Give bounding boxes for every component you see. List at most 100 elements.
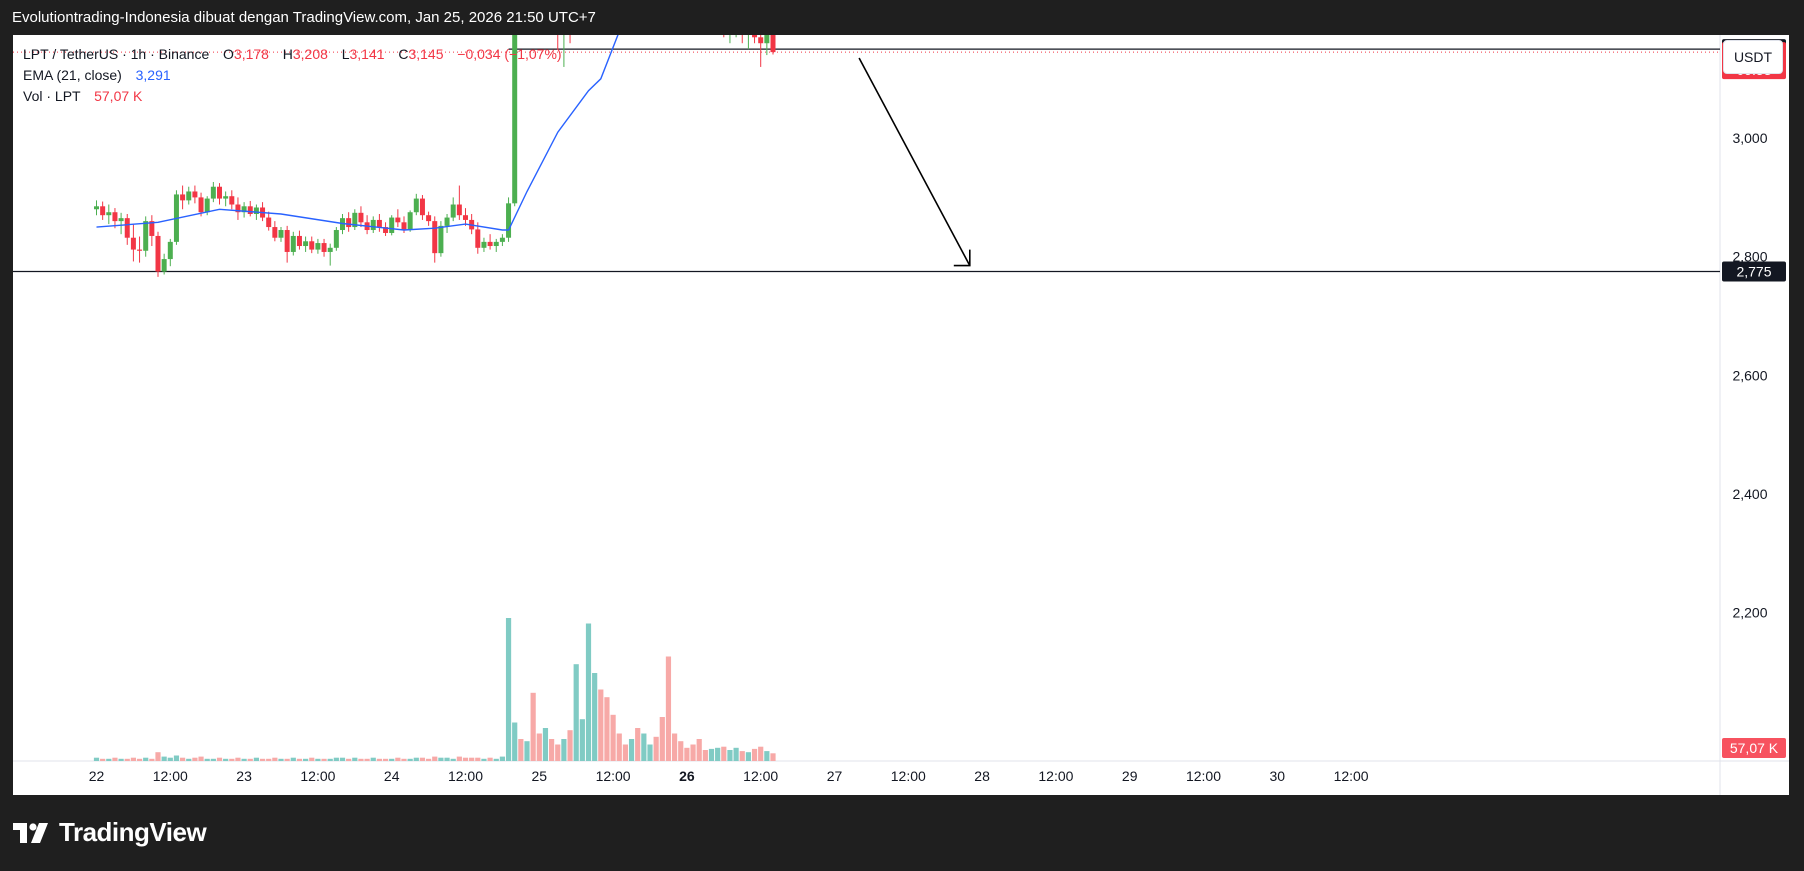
volume-bar xyxy=(708,748,715,761)
x-tick-label: 12:00 xyxy=(1186,768,1221,784)
candle-body xyxy=(438,225,444,254)
volume-bar xyxy=(309,757,315,761)
candle-body xyxy=(186,191,192,201)
candle-body xyxy=(432,221,438,254)
volume-bar xyxy=(438,757,444,761)
chart-frame[interactable]: 2,2002,4002,6002,8003,0003,2003,4003,600… xyxy=(13,35,1789,795)
plot-background xyxy=(13,35,1789,795)
y-tick-label: 2,400 xyxy=(1732,486,1767,502)
volume-bar xyxy=(315,758,321,761)
candle-body xyxy=(413,198,419,213)
legend-low: 3,141 xyxy=(349,46,385,62)
candle-body xyxy=(247,206,253,215)
legend-close-label: C xyxy=(398,46,409,62)
candle-body xyxy=(419,198,425,216)
volume-bar xyxy=(549,739,555,761)
volume-bar xyxy=(198,756,204,761)
volume-bar xyxy=(339,757,346,761)
x-tick-label: 30 xyxy=(1270,768,1286,784)
x-tick-label: 12:00 xyxy=(448,768,483,784)
volume-bar xyxy=(628,739,635,761)
candle-body xyxy=(333,230,339,248)
legend-volume-value: 57,07 K xyxy=(94,88,143,104)
volume-bar xyxy=(561,739,567,761)
volume-bar xyxy=(512,722,518,761)
legend-high: 3,208 xyxy=(292,46,328,62)
candle-body xyxy=(752,35,758,38)
volume-bar xyxy=(641,733,647,761)
volume-bar xyxy=(733,747,739,761)
volume-bar xyxy=(499,756,505,761)
tradingview-brand[interactable]: TradingView xyxy=(13,817,207,848)
volume-bar xyxy=(272,757,278,761)
y-tick-label: 2,200 xyxy=(1732,605,1767,621)
candle-body xyxy=(130,237,136,250)
candle-body xyxy=(358,212,364,223)
volume-bar xyxy=(721,746,727,761)
candle-body xyxy=(223,196,229,199)
volume-bar xyxy=(149,758,155,761)
candle-body xyxy=(383,227,389,233)
volume-bar xyxy=(536,733,542,761)
volume-bar xyxy=(758,746,764,761)
volume-bar xyxy=(462,757,469,761)
volume-bar xyxy=(751,748,758,761)
volume-bar xyxy=(303,758,309,761)
x-tick-label: 12:00 xyxy=(891,768,926,784)
volume-bar xyxy=(696,739,702,761)
candle-body xyxy=(94,206,99,210)
volume-bar xyxy=(216,757,223,761)
volume-bar xyxy=(659,717,665,761)
candlestick-chart[interactable]: 2,2002,4002,6002,8003,0003,2003,4003,600… xyxy=(13,35,1789,795)
candle-body xyxy=(444,217,450,226)
candle-body xyxy=(389,217,395,233)
legend-symbol[interactable]: LPT / TetherUS · 1h · Binance xyxy=(23,46,210,62)
candle-body xyxy=(235,204,241,213)
volume-bar xyxy=(106,758,112,761)
volume-bar xyxy=(524,741,530,761)
price-scale-unit-button[interactable]: USDT xyxy=(1723,40,1783,74)
volume-bar xyxy=(186,758,192,761)
candle-body xyxy=(309,241,315,250)
candle-body xyxy=(758,37,764,44)
volume-bar xyxy=(573,664,579,761)
candle-body xyxy=(512,35,518,204)
chart-legend: LPT / TetherUS · 1h · Binance O3,178 H3,… xyxy=(23,44,562,107)
chart-header-title: Evolutiontrading-Indonesia dibuat dengan… xyxy=(12,9,596,26)
volume-bar xyxy=(259,758,266,761)
candle-body xyxy=(303,241,309,247)
volume-bar xyxy=(173,755,180,761)
volume-bar xyxy=(266,758,272,761)
volume-bar xyxy=(518,739,524,761)
volume-bar xyxy=(112,757,118,761)
volume-bar xyxy=(426,758,432,761)
ema-line xyxy=(96,35,619,231)
legend-ema-row[interactable]: EMA (21, close) 3,291 xyxy=(23,65,562,86)
volume-bar xyxy=(395,757,401,761)
volume-bar xyxy=(136,758,143,761)
volume-bar xyxy=(370,757,376,761)
candle-body xyxy=(143,221,149,251)
candle-body xyxy=(161,259,167,272)
volume-bar xyxy=(598,689,604,761)
volume-bar xyxy=(475,757,481,761)
volume-bar xyxy=(505,618,512,761)
candle-body xyxy=(770,35,776,53)
legend-volume-row[interactable]: Vol · LPT 57,07 K xyxy=(23,86,562,107)
volume-tag-bg xyxy=(1722,738,1786,758)
volume-bar xyxy=(622,744,628,761)
volume-bar xyxy=(192,757,198,761)
candle-body xyxy=(253,207,259,215)
volume-bar xyxy=(530,692,536,761)
candle-body xyxy=(118,218,124,222)
volume-bar xyxy=(407,758,413,761)
candle-body xyxy=(346,218,352,228)
volume-bar xyxy=(419,757,426,761)
candle-body xyxy=(395,217,401,223)
volume-bar xyxy=(278,758,284,761)
legend-symbol-row[interactable]: LPT / TetherUS · 1h · Binance O3,178 H3,… xyxy=(23,44,562,65)
candle-body xyxy=(106,212,112,216)
candle-body xyxy=(229,196,235,205)
legend-high-label: H xyxy=(282,46,293,62)
volume-bar xyxy=(469,757,475,761)
